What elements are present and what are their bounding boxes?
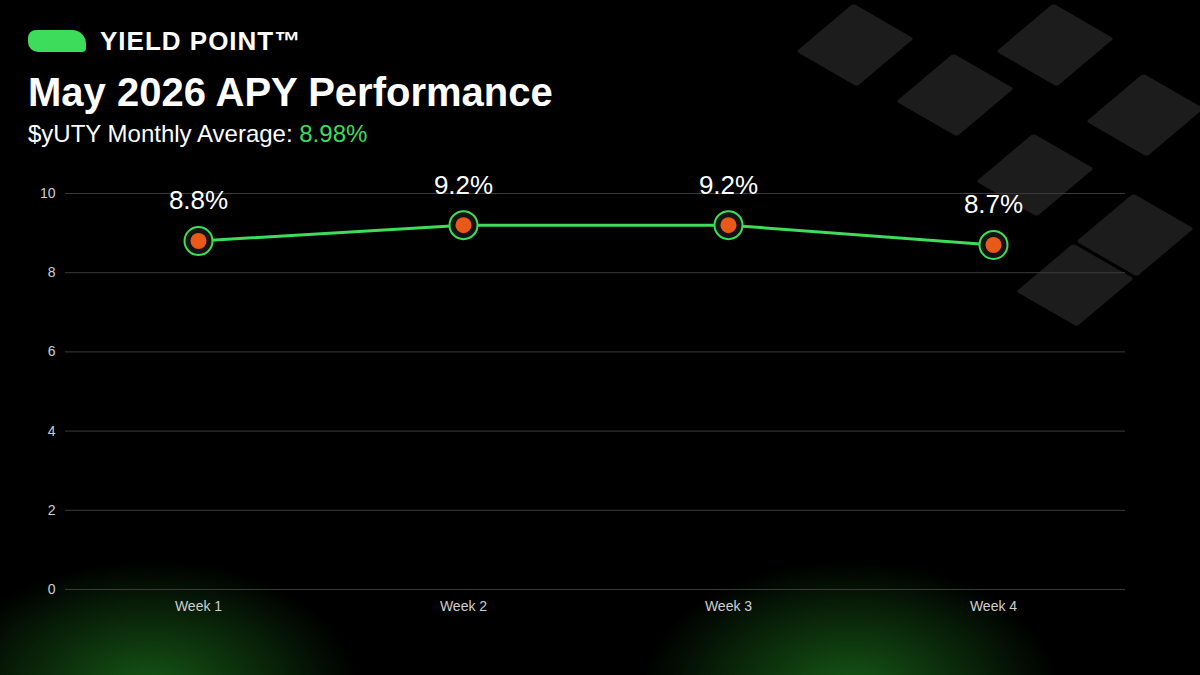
svg-text:2: 2: [48, 502, 56, 518]
svg-text:6: 6: [48, 343, 56, 359]
html-text:YIELD POINT™: YIELD POINT™: [100, 26, 302, 56]
svg-text:8.8%: 8.8%: [169, 185, 228, 215]
svg-text:Week 3: Week 3: [705, 598, 752, 614]
html-text:$yUTY Monthly Average: 8.98%: $yUTY Monthly Average: 8.98%: [28, 120, 368, 147]
svg-text:0: 0: [48, 581, 56, 597]
svg-text:9.2%: 9.2%: [434, 170, 493, 200]
svg-text:Week 1: Week 1: [175, 598, 222, 614]
svg-text:10: 10: [40, 185, 56, 201]
svg-text:8.7%: 8.7%: [964, 189, 1023, 219]
svg-text:Week 4: Week 4: [970, 598, 1017, 614]
svg-text:9.2%: 9.2%: [699, 170, 758, 200]
svg-text:Week 2: Week 2: [440, 598, 487, 614]
svg-text:8: 8: [48, 264, 56, 280]
svg-text:4: 4: [48, 423, 56, 439]
html-text:May 2026 APY Performance: May 2026 APY Performance: [28, 70, 553, 114]
